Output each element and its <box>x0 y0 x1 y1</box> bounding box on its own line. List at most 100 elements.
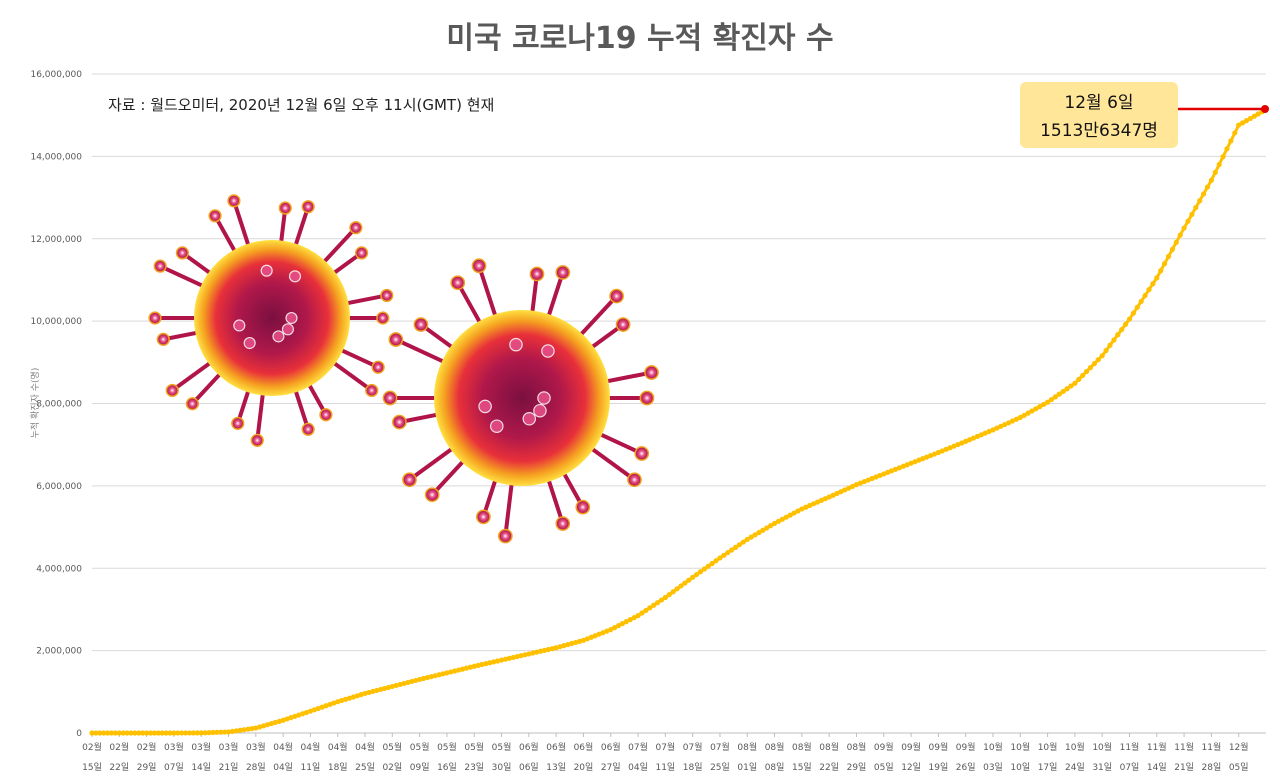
data-point <box>795 508 801 514</box>
data-point <box>389 683 395 690</box>
data-point <box>748 534 754 540</box>
x-tick-label-day: 19일 <box>929 762 949 773</box>
x-tick-label-day: 25일 <box>355 762 375 773</box>
data-point <box>1072 380 1078 386</box>
x-tick-label-day: 05일 <box>874 762 894 773</box>
data-point <box>323 703 329 709</box>
data-point <box>701 566 707 572</box>
data-point <box>350 694 356 700</box>
data-point <box>534 649 540 655</box>
data-point <box>900 463 906 469</box>
data-point <box>1212 169 1218 175</box>
data-point <box>963 438 969 444</box>
data-point <box>514 653 520 660</box>
data-point <box>1052 394 1058 400</box>
data-point <box>233 728 239 734</box>
data-point <box>818 497 824 504</box>
data-point <box>128 730 134 736</box>
data-point <box>810 501 817 507</box>
data-point <box>1204 184 1211 190</box>
data-point <box>479 661 485 668</box>
data-point <box>346 695 353 701</box>
data-point <box>436 672 442 678</box>
x-axis: 02월 15일 02월 22일 02월 29일 03월 07일 03월 14일 03월 21일 03월 2… <box>82 733 1249 773</box>
x-tick-label-day: 27일 <box>601 762 621 773</box>
data-point <box>1103 347 1109 354</box>
data-point <box>615 623 622 629</box>
data-point <box>413 677 419 684</box>
data-point <box>518 653 524 659</box>
x-tick-label-day: 25일 <box>710 762 730 773</box>
data-point <box>1158 268 1164 274</box>
data-point <box>155 730 161 736</box>
callout-value: 1513만6347명 <box>1040 121 1158 141</box>
data-point <box>647 605 653 611</box>
x-tick-label-day: 17일 <box>1038 762 1058 773</box>
data-point <box>288 715 294 721</box>
data-point <box>491 659 497 665</box>
x-tick-label-day: 12일 <box>901 762 921 773</box>
data-point <box>452 668 458 674</box>
series-line-path <box>91 108 1267 735</box>
data-point <box>354 693 360 699</box>
x-tick-label-month: 12월 <box>1229 741 1249 753</box>
y-tick-label: 8,000,000 <box>36 400 82 410</box>
data-point <box>666 592 672 598</box>
data-point <box>409 678 415 685</box>
callout-end-marker <box>1261 105 1269 113</box>
data-point <box>1185 218 1191 224</box>
data-point <box>280 717 286 723</box>
data-point <box>385 684 392 691</box>
data-point <box>537 648 544 654</box>
callout: 12월 6일 1513만6347명 <box>1020 82 1269 148</box>
data-point <box>194 730 200 736</box>
data-point <box>327 701 333 708</box>
x-tick-label-month: 05월 <box>437 741 457 753</box>
data-point <box>713 558 719 564</box>
data-point <box>1013 416 1019 422</box>
data-point <box>124 730 130 736</box>
x-tick-label-day: 18일 <box>683 762 703 773</box>
data-point <box>522 652 528 658</box>
data-point <box>678 583 684 589</box>
data-point <box>526 651 532 657</box>
x-tick-label-month: 11월 <box>1174 741 1194 753</box>
data-point <box>635 613 641 619</box>
data-point <box>814 499 821 505</box>
grid-lines <box>92 73 1266 734</box>
data-point <box>1126 316 1133 322</box>
data-point <box>319 704 325 710</box>
data-point <box>1216 161 1222 168</box>
data-point <box>218 729 224 735</box>
data-point <box>955 441 961 448</box>
data-point <box>1029 408 1035 414</box>
data-point <box>658 597 665 603</box>
x-tick-label-day: 22일 <box>109 762 129 773</box>
data-point <box>506 655 512 661</box>
data-point <box>760 527 766 533</box>
data-point <box>787 512 793 518</box>
y-axis-label: 누적 확진자 수(명) <box>29 368 41 439</box>
x-tick-label-month: 03월 <box>191 741 211 753</box>
data-point <box>108 730 115 736</box>
x-tick-label-day: 28일 <box>1202 762 1222 773</box>
data-point <box>592 633 598 639</box>
x-tick-label-month: 09월 <box>956 741 976 753</box>
data-point <box>116 730 122 736</box>
y-tick-label: 4,000,000 <box>36 564 82 574</box>
data-point <box>779 516 785 522</box>
data-point <box>190 730 197 736</box>
data-point <box>1197 198 1203 204</box>
x-tick-label-day: 20일 <box>574 762 594 773</box>
data-point <box>264 722 271 728</box>
data-point <box>417 676 423 683</box>
data-point <box>97 730 103 736</box>
series-line <box>89 106 1269 736</box>
data-point <box>822 496 828 502</box>
x-tick-label-month: 10월 <box>1038 741 1058 753</box>
data-point <box>1232 130 1238 136</box>
data-point <box>1021 412 1027 418</box>
x-tick-label-day: 01일 <box>737 762 757 773</box>
data-point <box>483 661 489 667</box>
